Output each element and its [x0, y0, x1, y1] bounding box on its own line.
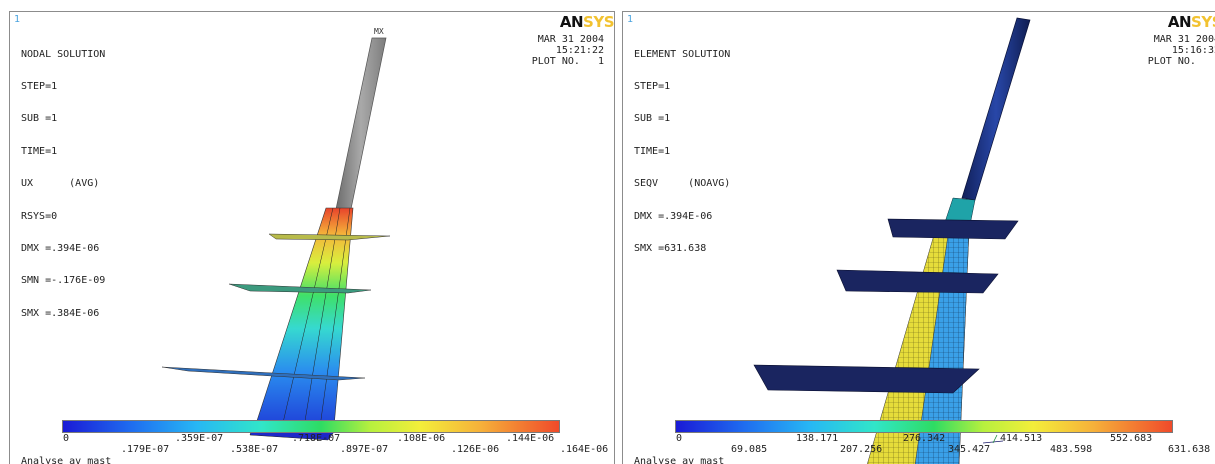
- info-line: SMX =.384E-06: [21, 307, 100, 319]
- legend-tick: 483.598: [1050, 444, 1093, 455]
- info-line: SUB =1: [634, 113, 671, 125]
- info-line: ELEMENT SOLUTION: [634, 48, 731, 60]
- legend-tick: 414.513: [1000, 433, 1043, 444]
- mast-stress-model[interactable]: [623, 12, 1215, 464]
- legend-tick: 207.256: [840, 444, 883, 455]
- legend-tick: 345.427: [948, 444, 991, 455]
- legend-tick: .164E-06: [560, 444, 609, 455]
- plot-caption: Analyse av mast: [21, 456, 112, 464]
- plot-info: NODAL SOLUTION STEP=1 SUB =1 TIME=1 UX (…: [21, 28, 105, 341]
- info-line: SMN =-.176E-09: [21, 275, 106, 287]
- legend-tick: 276.342: [903, 433, 946, 444]
- plot-date-block: MAR 31 2004 15:16:32 PLOT NO. 1: [1148, 34, 1215, 67]
- info-line: SEQV (NOAVG): [634, 178, 731, 190]
- legend-tick: .897E-07: [340, 444, 389, 455]
- info-line: SMX =631.638: [634, 242, 707, 254]
- nodal-solution-panel[interactable]: 1 ANSYS NODAL SOLUTION STEP=1 SUB =1 TIM…: [9, 11, 615, 464]
- legend-tick: .718E-07: [292, 433, 341, 444]
- info-line: TIME=1: [634, 145, 671, 157]
- legend-tick: .359E-07: [175, 433, 224, 444]
- lower-platform: [753, 364, 980, 394]
- info-line: SUB =1: [21, 113, 58, 125]
- info-line: STEP=1: [634, 80, 671, 92]
- plot-number: PLOT NO. 1: [531, 56, 604, 67]
- info-line: NODAL SOLUTION: [21, 48, 106, 60]
- legend-tick: 552.683: [1110, 433, 1153, 444]
- plot-date: MAR 31 2004: [537, 34, 604, 45]
- legend-tick: 0: [676, 433, 683, 444]
- upper-mast-section: [335, 37, 387, 210]
- plot-number: PLOT NO. 1: [1147, 56, 1215, 67]
- logo-dark-text: AN: [559, 13, 584, 31]
- plot-date-block: MAR 31 2004 15:21:22 PLOT NO. 1: [532, 34, 604, 67]
- legend-tick: .108E-06: [397, 433, 446, 444]
- info-line: TIME=1: [21, 145, 58, 157]
- info-line: UX (AVG): [21, 178, 100, 190]
- info-line: DMX =.394E-06: [21, 242, 100, 254]
- upper-platform: [887, 218, 1019, 240]
- legend-tick: .179E-07: [121, 444, 170, 455]
- logo-dark-text: AN: [1167, 13, 1192, 31]
- middle-platform: [836, 269, 999, 294]
- upper-mast-section: [961, 17, 1031, 201]
- element-solution-panel[interactable]: 1 ANSYS ELEMENT SOLUTION STEP=1 SUB =1 T…: [622, 11, 1215, 464]
- logo-light-text: SYS: [583, 13, 614, 31]
- middle-platform: [228, 283, 372, 294]
- plot-caption: Analyse av mast: [634, 456, 725, 464]
- top-node-label: MX: [374, 27, 384, 36]
- legend-tick: .126E-06: [451, 444, 500, 455]
- plot-time: 15:21:22: [555, 45, 604, 56]
- ansys-logo: ANSYS: [560, 13, 614, 31]
- plot-time: 15:16:32: [1171, 45, 1215, 56]
- legend-tick: 138.171: [796, 433, 839, 444]
- info-line: STEP=1: [21, 80, 58, 92]
- legend-tick: 69.085: [731, 444, 768, 455]
- mast-displacement-model[interactable]: MX: [10, 12, 614, 464]
- info-line: DMX =.394E-06: [634, 210, 713, 222]
- plot-date: MAR 31 2004: [1153, 34, 1215, 45]
- legend-tick: .538E-07: [230, 444, 279, 455]
- logo-light-text: SYS: [1191, 13, 1215, 31]
- plot-info: ELEMENT SOLUTION STEP=1 SUB =1 TIME=1 SE…: [634, 28, 730, 276]
- legend-tick: 0: [63, 433, 70, 444]
- ansys-logo: ANSYS: [1168, 13, 1215, 31]
- window-number: 1: [627, 14, 634, 25]
- window-number: 1: [14, 14, 21, 25]
- lower-platform: [161, 366, 366, 381]
- upper-platform: [268, 233, 391, 241]
- legend-tick: .144E-06: [506, 433, 555, 444]
- displacement-color-legend: [62, 420, 560, 433]
- legend-tick: 631.638: [1168, 444, 1211, 455]
- info-line: RSYS=0: [21, 210, 58, 222]
- lower-mast-section: [254, 207, 354, 428]
- stress-color-legend: [675, 420, 1173, 433]
